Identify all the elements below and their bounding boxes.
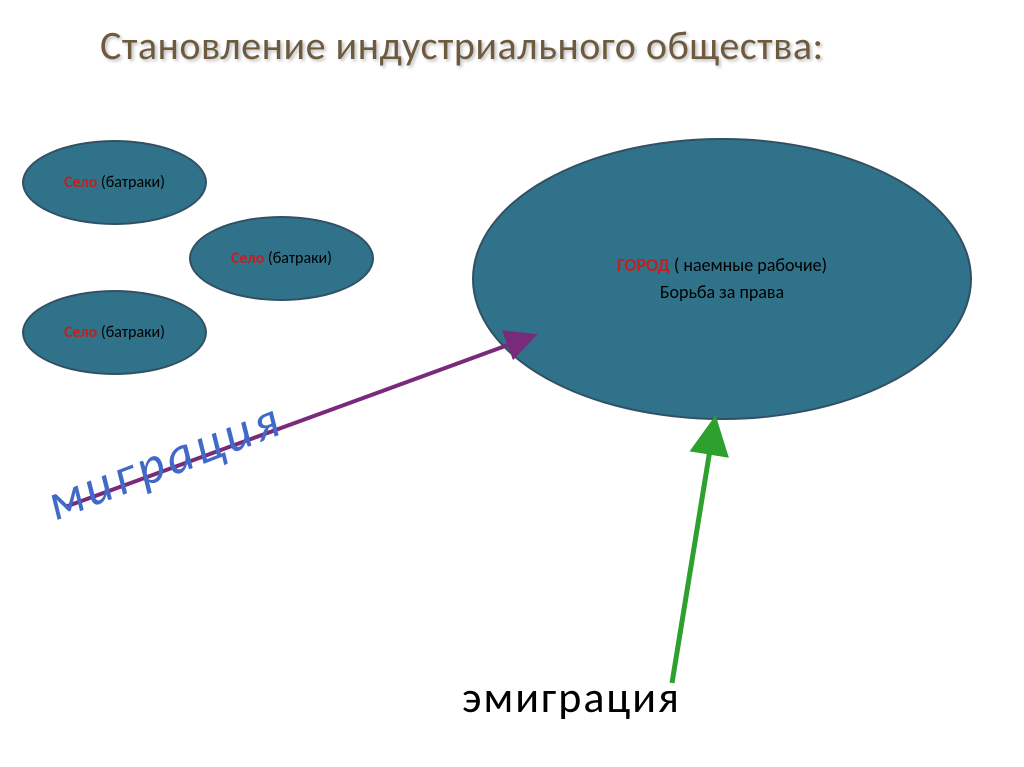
city-suffix: ( наемные рабочие) [670, 254, 827, 276]
village-ellipse-3: Село (батраки) [22, 290, 207, 375]
village-suffix: (батраки) [264, 249, 332, 268]
village-suffix: (батраки) [97, 173, 165, 192]
village-prefix: Село [64, 323, 97, 342]
village-label: Село (батраки) [231, 249, 332, 268]
village-ellipse-1: Село (батраки) [22, 140, 207, 225]
city-line2: Борьба за права [660, 281, 784, 303]
village-label: Село (батраки) [64, 323, 165, 342]
village-prefix: Село [231, 249, 264, 268]
migration-label: миграция [37, 385, 291, 534]
city-prefix: ГОРОД [617, 254, 670, 276]
village-ellipse-2: Село (батраки) [189, 216, 374, 301]
emigration-label: эмиграция [462, 670, 681, 724]
village-prefix: Село [64, 173, 97, 192]
village-suffix: (батраки) [97, 323, 165, 342]
emigration-arrow [672, 425, 714, 683]
slide-title: Становление индустриального общества: [100, 22, 824, 70]
slide: Становление индустриального общества: Се… [0, 0, 1024, 767]
city-ellipse: ГОРОД ( наемные рабочие) Борьба за права [472, 138, 972, 420]
city-label: ГОРОД ( наемные рабочие) Борьба за права [617, 252, 827, 306]
village-label: Село (батраки) [64, 173, 165, 192]
